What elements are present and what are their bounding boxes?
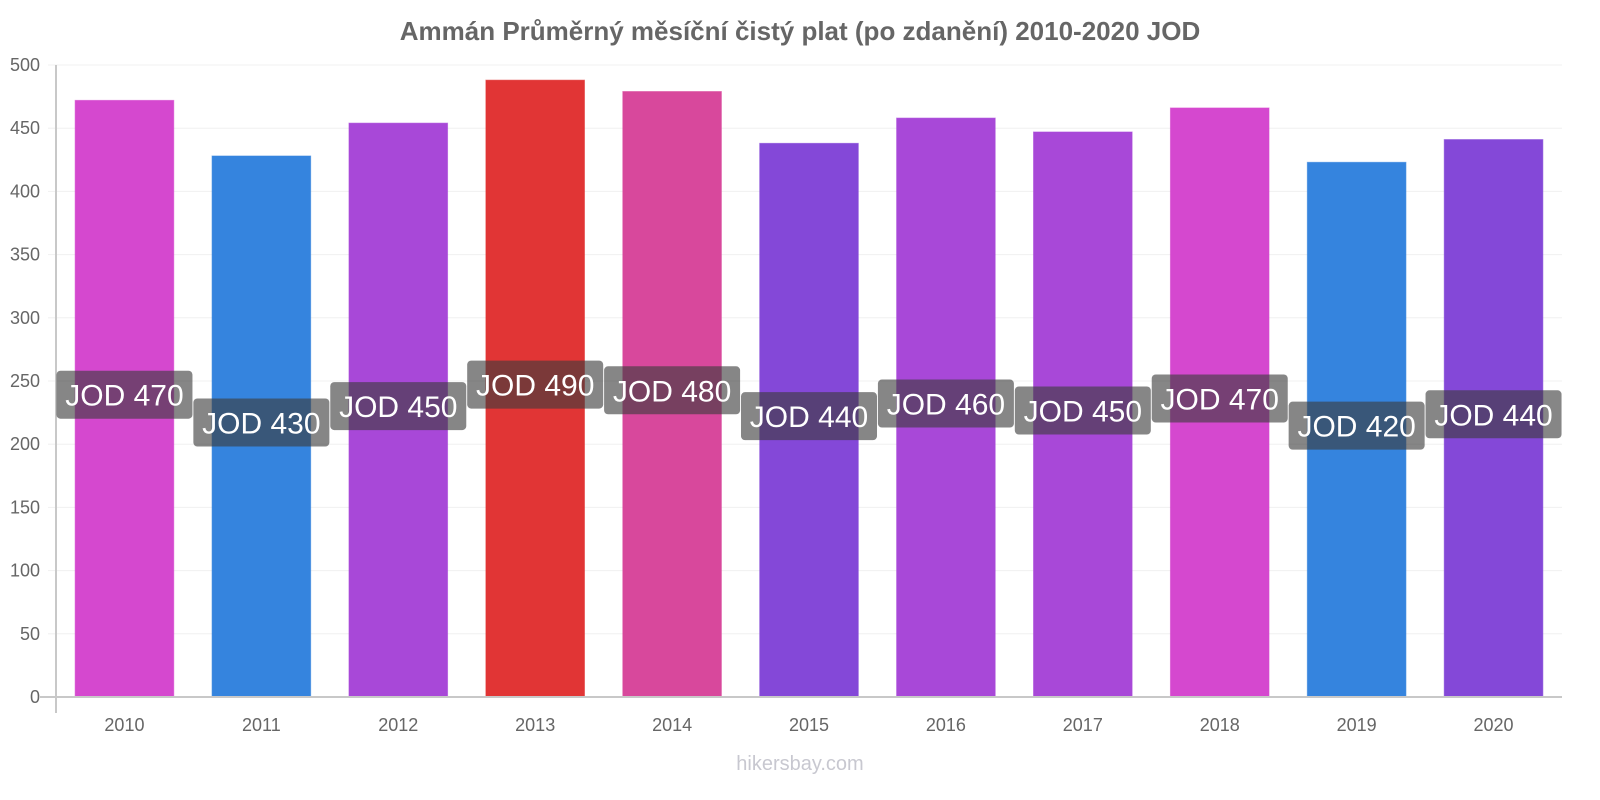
data-label: JOD 440 bbox=[1434, 399, 1552, 432]
x-tick-label: 2012 bbox=[378, 715, 418, 735]
data-label-box bbox=[1151, 374, 1288, 423]
y-tick-label: 250 bbox=[10, 371, 40, 391]
data-label: JOD 490 bbox=[476, 370, 594, 403]
data-label: JOD 440 bbox=[750, 401, 868, 434]
y-tick-label: 100 bbox=[10, 561, 40, 581]
y-tick-label: 350 bbox=[10, 245, 40, 265]
data-label: JOD 450 bbox=[339, 391, 457, 424]
x-tick-label: 2017 bbox=[1063, 715, 1103, 735]
data-label-box bbox=[604, 366, 741, 415]
x-tick-label: 2019 bbox=[1337, 715, 1377, 735]
data-label-box bbox=[741, 392, 877, 441]
data-label-box bbox=[1425, 390, 1562, 439]
data-label: JOD 420 bbox=[1297, 411, 1415, 444]
data-label: JOD 460 bbox=[887, 389, 1005, 422]
x-tick-label: 2013 bbox=[515, 715, 555, 735]
y-tick-label: 150 bbox=[10, 497, 40, 517]
data-label: JOD 450 bbox=[1024, 395, 1142, 428]
x-tick-label: 2020 bbox=[1474, 715, 1514, 735]
y-tick-label: 0 bbox=[30, 687, 40, 707]
chart-title: Ammán Průměrný měsíční čistý plat (po zd… bbox=[399, 16, 1201, 46]
x-tick-label: 2014 bbox=[652, 715, 692, 735]
x-tick-label: 2015 bbox=[789, 715, 829, 735]
data-label: JOD 470 bbox=[65, 380, 183, 413]
y-tick-label: 450 bbox=[10, 118, 40, 138]
data-label: JOD 470 bbox=[1161, 383, 1279, 416]
y-tick-label: 500 bbox=[10, 55, 40, 75]
data-label: JOD 480 bbox=[613, 375, 731, 408]
x-tick-label: 2016 bbox=[926, 715, 966, 735]
watermark: hikersbay.com bbox=[736, 753, 864, 775]
data-label-box bbox=[1014, 386, 1151, 435]
data-label-box bbox=[1288, 401, 1425, 450]
data-label-box bbox=[56, 370, 193, 419]
data-label: JOD 430 bbox=[202, 408, 320, 441]
data-label-box bbox=[877, 379, 1014, 428]
axes: 0 50 100 150 200 250 300 350 400 450 500 2010 2011 20… bbox=[10, 55, 1562, 735]
x-tick-label: 2018 bbox=[1200, 715, 1240, 735]
y-tick-label: 300 bbox=[10, 308, 40, 328]
x-tick-label: 2011 bbox=[242, 715, 281, 735]
data-label-box bbox=[467, 360, 604, 409]
data-label-box bbox=[330, 382, 467, 431]
y-tick-label: 400 bbox=[10, 181, 40, 201]
y-tick-label: 50 bbox=[20, 624, 40, 644]
y-tick-label: 200 bbox=[10, 434, 40, 454]
bars bbox=[74, 79, 1544, 698]
x-tick-label: 2010 bbox=[104, 715, 144, 735]
data-labels: JOD 470 JOD 430 JOD 450 JOD 490 JOD 480 JOD 4… bbox=[56, 360, 1562, 450]
data-label-box bbox=[193, 398, 330, 447]
